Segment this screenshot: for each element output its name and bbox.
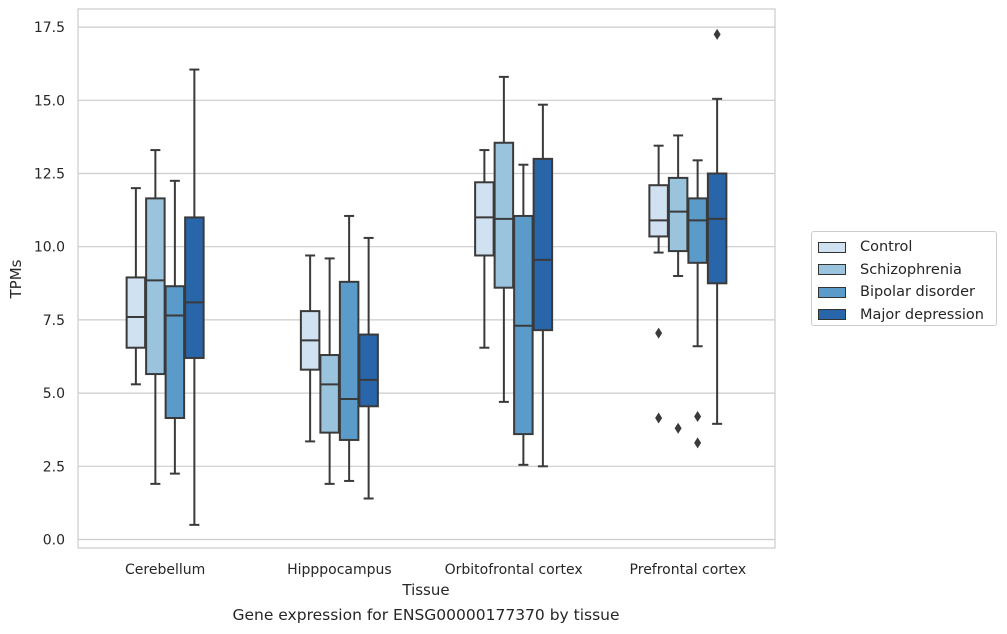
outlier-point — [674, 422, 682, 434]
x-tick-label: Hipppocampus — [287, 562, 392, 578]
y-tick-label: 7.5 — [43, 313, 65, 329]
legend-swatch — [818, 241, 846, 253]
legend-label: Major depression — [860, 306, 984, 323]
box — [145, 197, 166, 376]
x-axis-label: Tissue — [401, 581, 449, 599]
box-group — [474, 75, 554, 468]
y-tick-label: 2.5 — [43, 459, 65, 475]
y-tick-label: 15.0 — [34, 93, 65, 109]
box — [493, 141, 515, 289]
box — [164, 285, 186, 419]
box — [687, 197, 708, 264]
y-tick-label: 10.0 — [34, 240, 65, 256]
y-tick-label: 5.0 — [43, 386, 65, 402]
box — [532, 157, 554, 332]
box — [338, 280, 360, 441]
box — [184, 216, 205, 359]
box — [474, 181, 495, 257]
box-group — [299, 214, 379, 500]
y-tick-label: 0.0 — [43, 533, 65, 549]
y-tick-label: 12.5 — [34, 167, 65, 183]
x-axis-ticks: Cerebellum Hipppocampus Orbitofrontal cort… — [125, 562, 746, 578]
y-tick-label: 17.5 — [34, 20, 65, 36]
legend-swatch — [818, 286, 846, 298]
box — [706, 172, 728, 285]
box — [125, 276, 147, 349]
x-tick-label: Prefrontal cortex — [630, 562, 747, 578]
legend-swatch — [818, 264, 846, 276]
outlier-point — [694, 411, 702, 423]
legend-item: Bipolar disorder — [818, 281, 990, 304]
box — [358, 333, 379, 408]
outlier-point — [655, 412, 663, 424]
y-axis-label: TPMs — [7, 259, 25, 299]
legend-swatch — [818, 309, 846, 321]
y-axis-ticks: 0.0 2.5 5.0 7.5 10.0 12.5 15.0 17.5 — [34, 20, 65, 548]
legend-item: Major depression — [818, 304, 990, 327]
box — [319, 354, 340, 434]
box-groups — [125, 28, 728, 526]
gridlines — [78, 26, 775, 541]
outlier-point — [713, 28, 721, 40]
legend-item: Control — [818, 236, 990, 259]
box-group — [125, 68, 205, 526]
box — [648, 184, 669, 238]
legend: Control Schizophrenia Bipolar disorder Majo… — [811, 231, 997, 326]
legend-label: Bipolar disorder — [860, 284, 975, 301]
legend-item: Schizophrenia — [818, 259, 990, 282]
box — [667, 176, 689, 253]
legend-label: Control — [860, 239, 913, 256]
outlier-point — [694, 437, 702, 449]
x-tick-label: Cerebellum — [125, 562, 205, 578]
box-group — [648, 28, 728, 449]
legend-label: Schizophrenia — [860, 261, 962, 278]
chart-caption: Gene expression for ENSG00000177370 by t… — [232, 606, 620, 624]
x-tick-label: Orbitofrontal cortex — [445, 562, 583, 578]
outlier-point — [655, 327, 663, 339]
plot-area-frame — [77, 8, 776, 549]
